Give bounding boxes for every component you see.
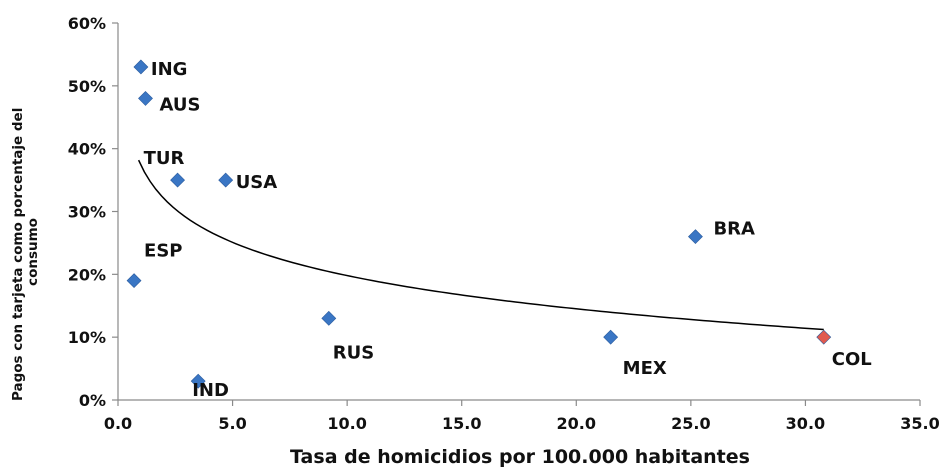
point-label-rus: RUS (333, 342, 374, 363)
x-tick-label: 0.0 (104, 414, 132, 433)
y-axis-title-line-2: consumo (25, 218, 41, 286)
point-labels: ING AUS TUR USA ESP RUS IND MEX BRA COL (144, 59, 872, 401)
data-point-ind (190, 373, 206, 389)
y-axis-title-line-1: Pagos con tarjeta como porcentaje del (10, 108, 26, 401)
x-tick-label: 10.0 (327, 414, 366, 433)
data-point-tur (170, 172, 186, 188)
x-tick-label: 15.0 (442, 414, 481, 433)
x-axis: 0.0 5.0 10.0 15.0 20.0 25.0 30.0 35.0 (104, 399, 940, 433)
y-axis-title: Pagos con tarjeta como porcentaje del co… (10, 103, 41, 401)
point-label-bra: BRA (713, 219, 755, 240)
data-point-esp (126, 273, 142, 289)
y-tick-label: 50% (68, 77, 106, 96)
y-axis: 0% 10% 20% 30% 40% 50% 60% (68, 14, 119, 410)
x-tick-label: 25.0 (671, 414, 710, 433)
point-label-mex: MEX (623, 358, 667, 379)
data-point-usa (218, 172, 234, 188)
point-label-tur: TUR (144, 148, 185, 169)
point-label-usa: USA (236, 172, 278, 193)
point-label-aus: AUS (159, 94, 200, 115)
trendline (137, 159, 824, 331)
data-point-rus (321, 310, 337, 326)
point-label-ind: IND (192, 380, 229, 401)
y-tick-label: 30% (68, 203, 106, 222)
x-tick-label: 20.0 (557, 414, 596, 433)
data-point-ing (133, 59, 149, 75)
data-point-col (816, 329, 832, 345)
point-label-esp: ESP (144, 241, 182, 262)
data-point-aus (138, 90, 153, 106)
point-label-ing: ING (151, 59, 188, 80)
y-tick-label: 10% (68, 328, 106, 347)
data-point-bra (688, 229, 703, 245)
data-points (126, 59, 832, 389)
x-tick-label: 30.0 (786, 414, 825, 433)
y-tick-label: 40% (68, 140, 106, 159)
x-axis-title: Tasa de homicidios por 100.000 habitante… (290, 446, 750, 468)
x-tick-label: 35.0 (900, 414, 939, 433)
y-tick-label: 0% (79, 391, 106, 410)
x-tick-label: 5.0 (218, 414, 246, 433)
y-tick-label: 60% (68, 14, 106, 33)
point-label-col: COL (832, 349, 872, 370)
data-point-mex (603, 329, 619, 345)
y-tick-label: 20% (68, 265, 106, 284)
